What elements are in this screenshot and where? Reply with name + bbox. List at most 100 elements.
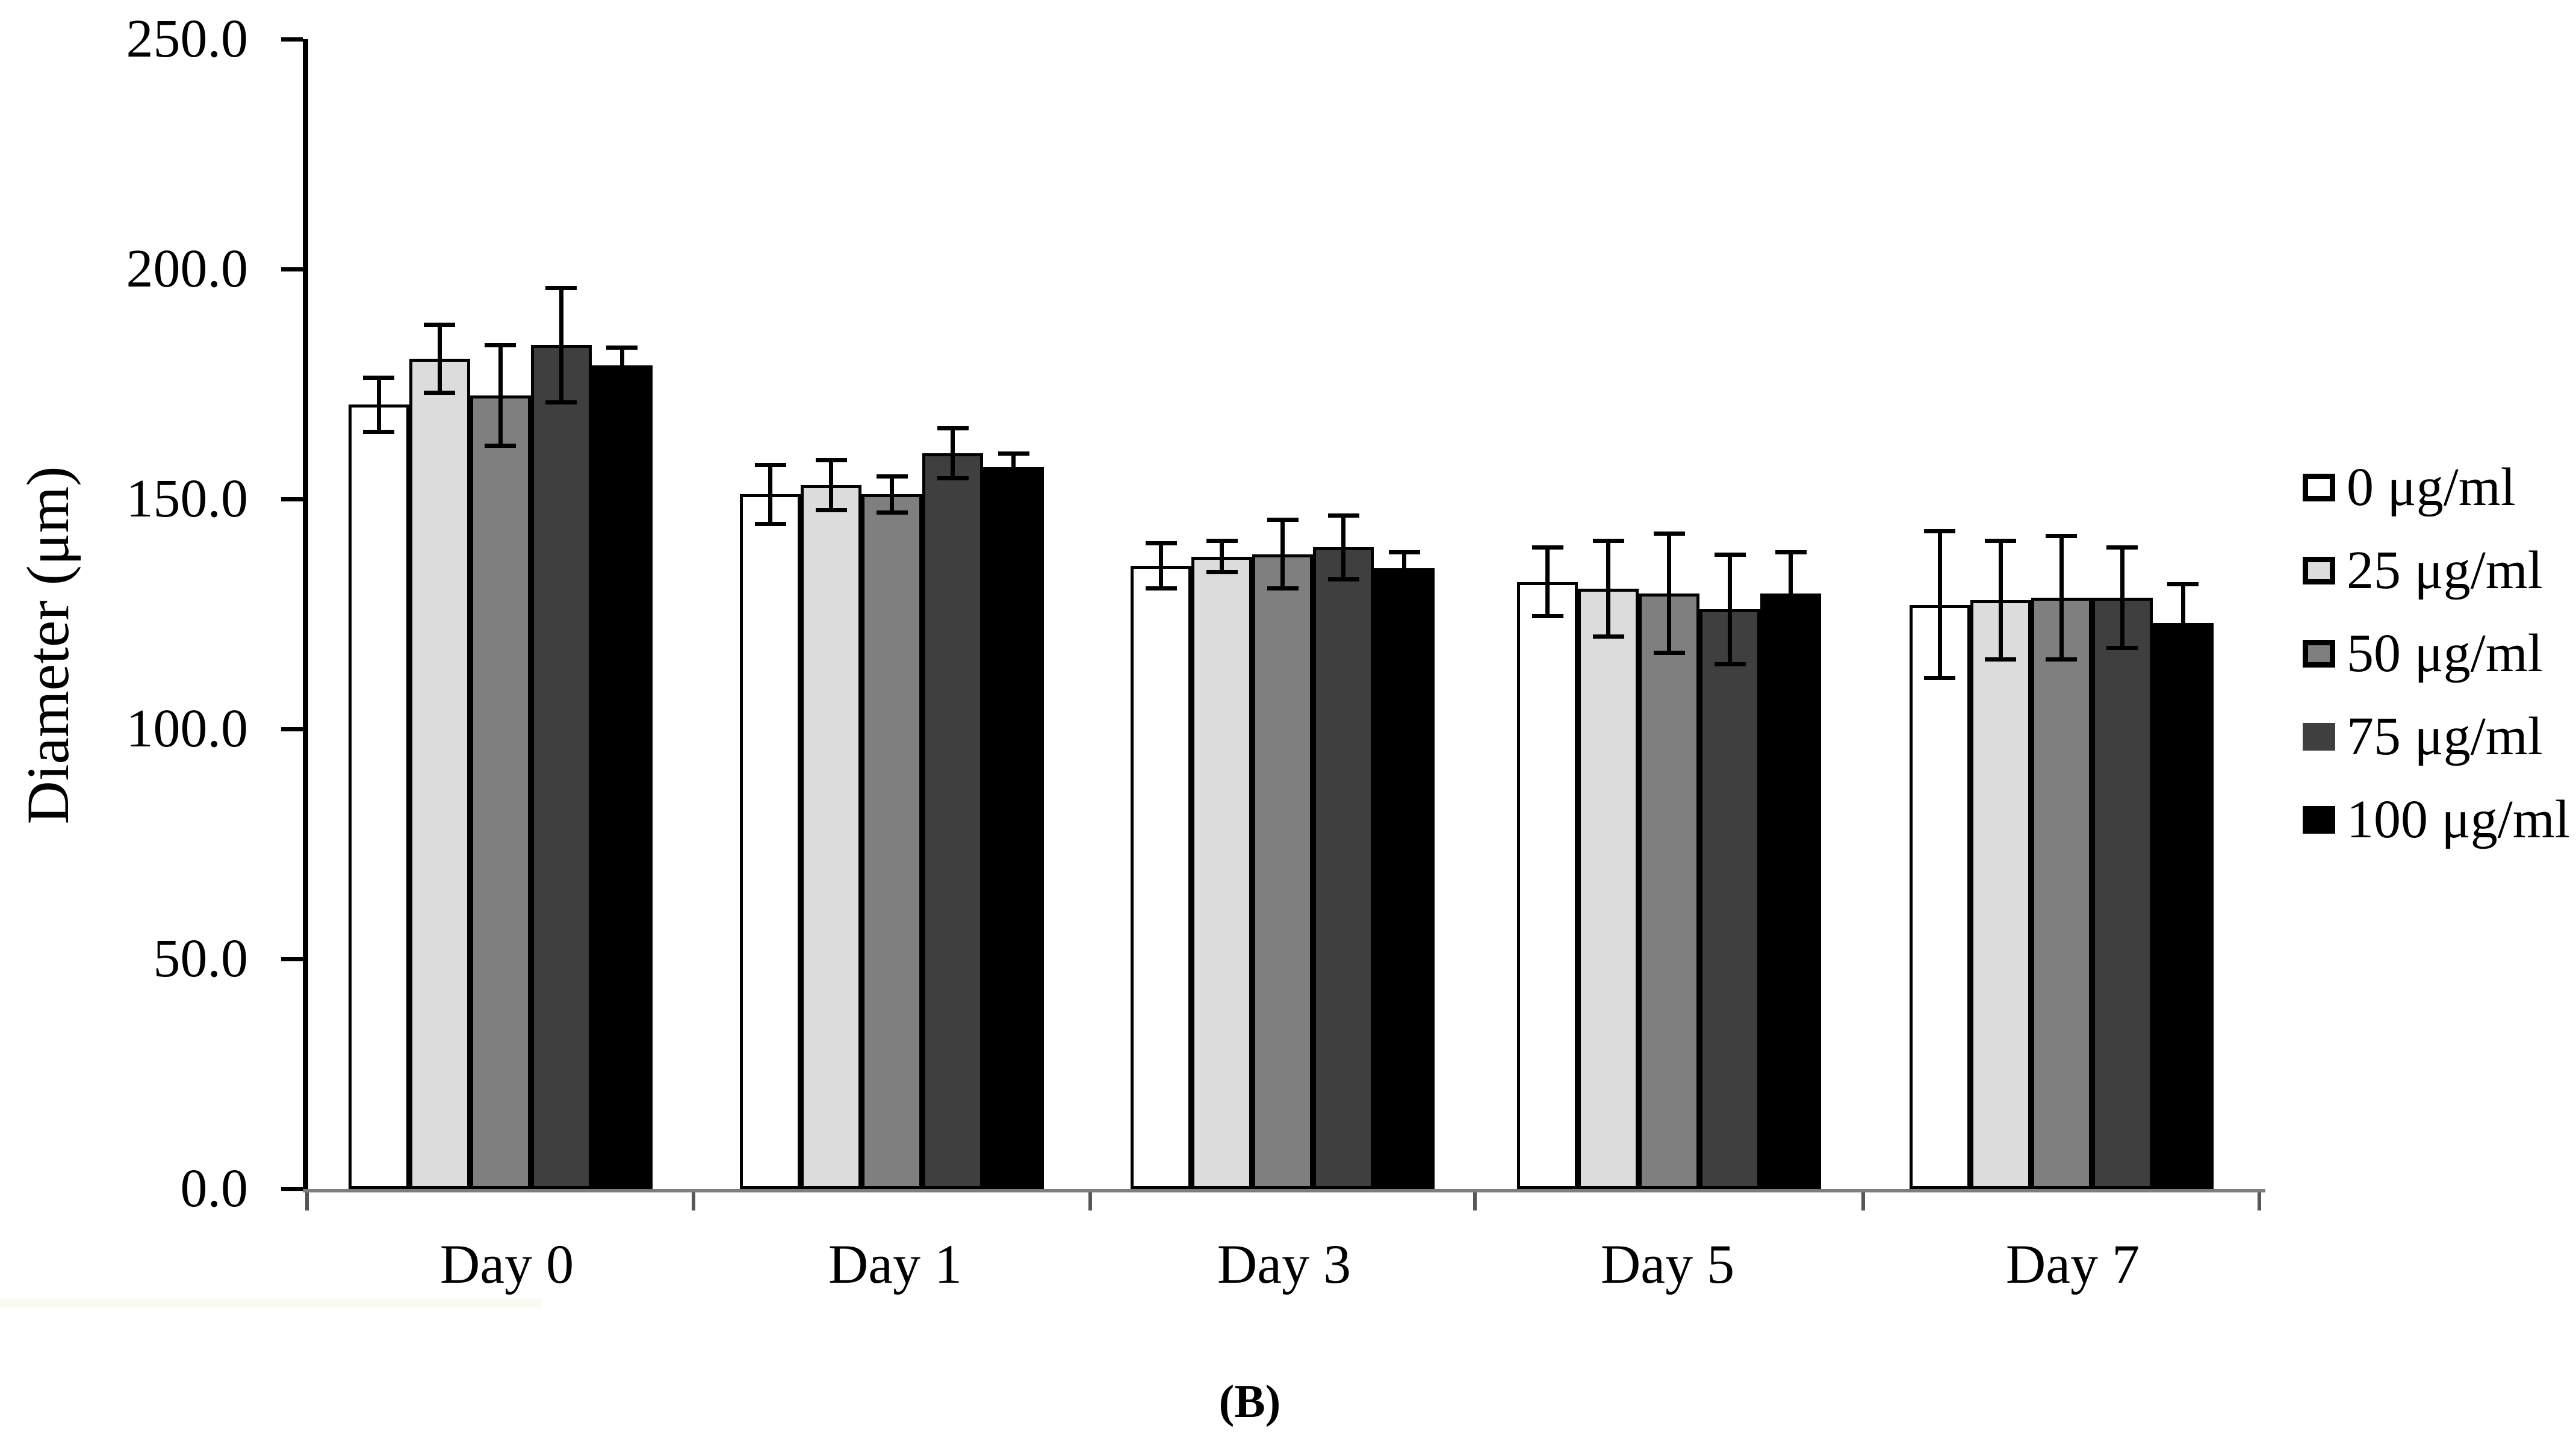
y-tick: [281, 1187, 303, 1191]
error-bar-line: [1998, 540, 2003, 660]
bar-day5-25ugml: [1578, 588, 1639, 1189]
bar-day1-75ugml: [922, 453, 983, 1189]
category-label: Day 5: [1600, 1233, 1735, 1295]
category-label: Day 3: [1217, 1233, 1352, 1295]
error-bar-cap-bottom: [1924, 675, 1955, 680]
bar-day0-100ugml: [591, 365, 653, 1189]
error-bar-cap-top: [1206, 538, 1238, 543]
y-tick-label: 100.0: [126, 699, 249, 758]
error-bar-cap-bottom: [1145, 586, 1177, 590]
x-tick: [1861, 1192, 1865, 1210]
category-label: Day 1: [828, 1233, 963, 1295]
legend-item: 50 μg/ml: [2294, 612, 2576, 695]
error-bar-cap-top: [424, 322, 455, 327]
x-tick: [692, 1192, 695, 1210]
legend-label: 100 μg/ml: [2347, 790, 2570, 849]
error-bar-cap-bottom: [485, 444, 516, 448]
error-bar-cap-top: [1775, 550, 1807, 554]
legend-item: 0 μg/ml: [2294, 446, 2576, 529]
error-bar-line: [1011, 453, 1016, 481]
error-bar-line: [1937, 531, 1942, 678]
error-bar-cap-top: [815, 458, 847, 463]
bar-day0-50ugml: [470, 395, 531, 1189]
bar-day5-0ugml: [1517, 581, 1578, 1189]
error-bar-line: [1545, 547, 1550, 616]
error-bar-cap-top: [754, 462, 786, 467]
error-bar-line: [498, 345, 503, 447]
error-bar-cap-bottom: [815, 508, 847, 513]
category-label: Day 0: [439, 1233, 574, 1295]
legend-swatch: [2303, 640, 2335, 668]
legend-swatch: [2303, 557, 2335, 584]
error-bar-cap-bottom: [876, 510, 908, 515]
error-bar-cap-bottom: [1267, 586, 1299, 590]
bar-day1-100ugml: [983, 466, 1044, 1189]
bar-day3-50ugml: [1252, 554, 1313, 1189]
legend-swatch: [2303, 806, 2335, 834]
bar-day5-100ugml: [1760, 593, 1821, 1189]
error-bar-line: [1789, 551, 1793, 635]
x-tick: [2258, 1192, 2261, 1210]
error-bar-cap-top: [606, 345, 638, 350]
x-axis-line: [303, 1189, 2265, 1192]
y-tick: [281, 267, 303, 271]
error-bar-cap-bottom: [2046, 657, 2077, 662]
error-bar-cap-top: [937, 426, 969, 430]
error-bar-cap-top: [363, 375, 394, 380]
error-bar-line: [1159, 542, 1163, 589]
y-axis-line: [303, 39, 308, 1192]
error-bar-cap-top: [1532, 545, 1563, 550]
error-bar-cap-bottom: [998, 478, 1029, 483]
legend-item: 75 μg/ml: [2294, 695, 2576, 778]
bar-day7-100ugml: [2152, 623, 2214, 1189]
bar-day7-25ugml: [1970, 600, 2031, 1189]
error-bar-cap-top: [1388, 550, 1420, 554]
error-bar-line: [1280, 519, 1285, 589]
y-tick-label: 0.0: [180, 1159, 249, 1218]
error-bar-cap-bottom: [424, 391, 455, 395]
error-bar-cap-top: [1267, 518, 1299, 522]
error-bar-cap-bottom: [2106, 646, 2138, 651]
bar-day7-50ugml: [2031, 598, 2092, 1189]
y-tick-label: 50.0: [153, 929, 249, 988]
bar-day3-0ugml: [1131, 565, 1191, 1189]
error-bar-line: [1606, 540, 1610, 637]
x-tick: [1088, 1192, 1092, 1210]
bar-day0-75ugml: [530, 345, 592, 1189]
bar-day5-50ugml: [1639, 593, 1699, 1189]
error-bar-cap-bottom: [1653, 650, 1685, 655]
error-bar-cap-bottom: [1985, 657, 2016, 662]
bar-day1-25ugml: [801, 485, 861, 1189]
error-bar-line: [890, 476, 894, 513]
error-bar-cap-bottom: [545, 400, 577, 404]
error-bar-line: [951, 427, 955, 479]
y-tick-label: 150.0: [126, 469, 249, 528]
bar-day0-0ugml: [348, 404, 409, 1189]
legend-label: 75 μg/ml: [2347, 707, 2543, 766]
category-label: Day 7: [2005, 1233, 2140, 1295]
error-bar-cap-top: [545, 285, 577, 290]
y-tick: [281, 497, 303, 501]
legend-label: 0 μg/ml: [2347, 457, 2516, 517]
error-bar-cap-bottom: [606, 382, 638, 386]
legend-item: 25 μg/ml: [2294, 529, 2576, 612]
error-bar-cap-bottom: [1775, 632, 1807, 637]
legend-item: 100 μg/ml: [2294, 778, 2576, 861]
error-bar-cap-bottom: [1714, 662, 1746, 667]
error-bar-line: [559, 287, 563, 403]
bar-day3-100ugml: [1374, 568, 1435, 1189]
error-bar-cap-bottom: [2167, 660, 2199, 665]
error-bar-line: [619, 347, 624, 384]
error-bar-line: [1402, 551, 1406, 584]
legend-swatch: [2303, 474, 2335, 501]
error-bar-line: [1728, 554, 1732, 665]
error-bar-cap-top: [485, 343, 516, 348]
error-bar-line: [1341, 515, 1345, 580]
y-tick: [281, 727, 303, 731]
error-bar-cap-bottom: [1388, 581, 1420, 586]
error-bar-line: [2180, 584, 2185, 663]
error-bar-cap-top: [1327, 513, 1359, 518]
error-bar-cap-top: [1714, 552, 1746, 557]
